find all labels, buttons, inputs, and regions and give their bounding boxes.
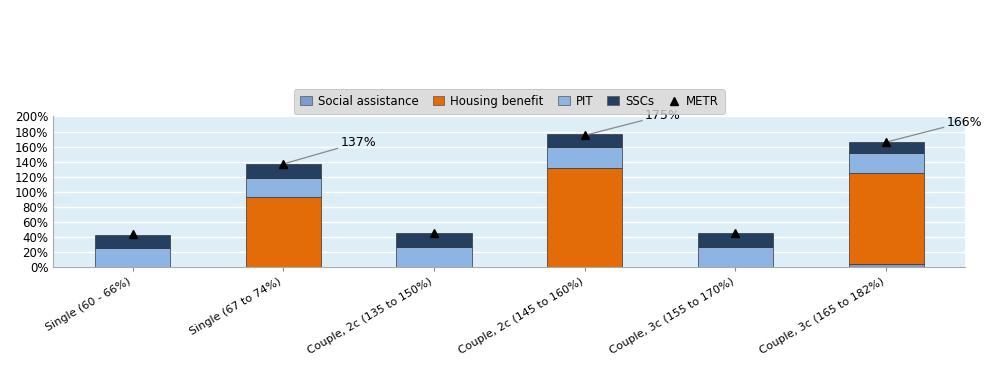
Bar xyxy=(95,249,170,267)
Bar xyxy=(698,233,773,247)
Text: 137%: 137% xyxy=(283,136,376,164)
Bar xyxy=(547,147,622,168)
Bar xyxy=(698,247,773,267)
Bar xyxy=(246,197,321,267)
Bar xyxy=(396,233,472,247)
Bar xyxy=(849,153,924,173)
Bar xyxy=(95,235,170,249)
Text: 175%: 175% xyxy=(585,109,681,135)
Bar xyxy=(547,168,622,267)
Text: 166%: 166% xyxy=(886,115,982,142)
Bar xyxy=(396,247,472,267)
Legend: Social assistance, Housing benefit, PIT, SSCs, METR: Social assistance, Housing benefit, PIT,… xyxy=(294,89,725,114)
Bar xyxy=(246,164,321,178)
Bar xyxy=(547,134,622,147)
Bar xyxy=(849,263,924,267)
Bar xyxy=(849,142,924,153)
Bar xyxy=(849,173,924,263)
Bar xyxy=(246,178,321,197)
